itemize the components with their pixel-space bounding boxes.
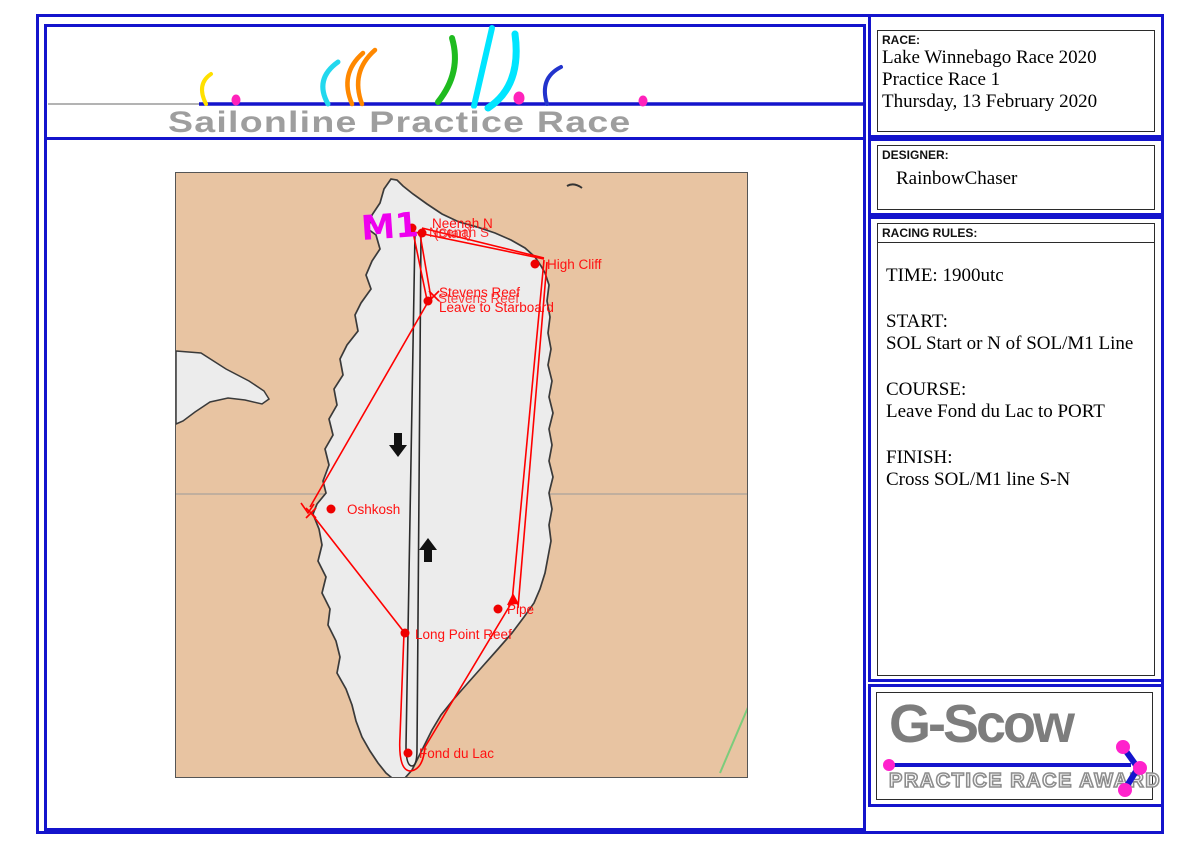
race-number: Practice Race 1 — [882, 69, 1001, 90]
rules-time: TIME: 1900utc — [886, 265, 1004, 286]
race-panel: RACE: Lake Winnebago Race 2020 Practice … — [868, 14, 1164, 138]
label-neenah-s: Neenah S — [429, 225, 489, 240]
sail-bigcyan-icon — [484, 30, 520, 112]
label-fond-du-lac: Fond du Lac — [419, 746, 494, 761]
award-dot-left-icon — [883, 759, 895, 771]
course-lines — [300, 227, 548, 772]
award-subtitle: PRACTICE RACE AWARD — [888, 769, 1162, 793]
racing-rules-panel: RACING RULES: TIME: 1900utc START: SOL S… — [868, 216, 1164, 682]
designer-panel-label: DESIGNER: — [882, 148, 949, 162]
sail-green-icon — [435, 35, 458, 105]
header-divider — [44, 137, 866, 140]
label-oshkosh: Oshkosh — [347, 502, 400, 517]
green-track-line — [719, 704, 750, 774]
sail-cyan-icon — [320, 59, 341, 107]
label-long-point-reef: Long Point Reef — [415, 627, 512, 642]
rules-panel-label: RACING RULES: — [878, 224, 1154, 243]
buoy-dot-icon — [513, 91, 525, 105]
sailboats-logo-graphic — [48, 25, 864, 112]
race-name: Lake Winnebago Race 2020 — [882, 47, 1097, 68]
label-neenah-n: Neenah N — [432, 216, 493, 231]
m1-mark-label: M1 — [360, 205, 420, 249]
waypoint-dots — [326, 223, 540, 758]
buoy-dot-icon — [231, 94, 241, 106]
left-content-border — [44, 24, 866, 831]
label-stevens-reef-2: Stevens Reef — [438, 291, 519, 306]
sail-blue-icon — [542, 65, 563, 106]
designer-panel: DESIGNER: RainbowChaser — [868, 138, 1164, 216]
map-canvas: Neenah N Neenah S (Start) High Cliff Ste… — [175, 173, 750, 780]
rules-start-text: SOL Start or N of SOL/M1 Line — [886, 333, 1134, 354]
award-panel: G-Scow PRACTICE RACE AWARD — [868, 684, 1164, 807]
rules-course-label: COURSE: — [886, 379, 967, 400]
label-stevens-reef: Stevens Reef — [439, 285, 520, 300]
label-leave-to-starboard: Leave to Starboard — [439, 300, 554, 315]
award-title: G-Scow — [889, 694, 1075, 754]
sail-yellow-icon — [200, 72, 213, 106]
award-zigzag-icon — [1116, 740, 1147, 797]
page-title: Sailonline Practice Race — [168, 106, 632, 139]
course-arrowhead — [507, 593, 519, 605]
lake-butte-des-morts — [175, 350, 271, 426]
sail-mast-cyan-icon — [471, 25, 495, 109]
lake-winnebago — [312, 178, 554, 780]
rules-finish-label: FINISH: — [886, 447, 953, 468]
designer-name: RainbowChaser — [896, 168, 1018, 189]
rules-course-text: Leave Fond du Lac to PORT — [886, 401, 1105, 422]
rules-finish-text: Cross SOL/M1 line S-N — [886, 469, 1071, 490]
label-start: (Start) — [434, 226, 472, 241]
rules-start-label: START: — [886, 311, 948, 332]
label-pipe: Pipe — [507, 602, 534, 617]
race-date: Thursday, 13 February 2020 — [882, 91, 1098, 112]
arrow-up-icon — [419, 538, 437, 562]
buoy-dot-icon — [638, 95, 648, 107]
label-high-cliff: High Cliff — [547, 257, 602, 272]
award-underline — [889, 763, 1131, 767]
sail-orange-icon — [345, 50, 366, 107]
race-map: Neenah N Neenah S (Start) High Cliff Ste… — [175, 172, 750, 780]
sail-orange2-icon — [355, 47, 378, 107]
race-panel-label: RACE: — [882, 33, 920, 47]
islet-mark — [566, 183, 583, 189]
arrow-down-icon — [389, 433, 407, 457]
